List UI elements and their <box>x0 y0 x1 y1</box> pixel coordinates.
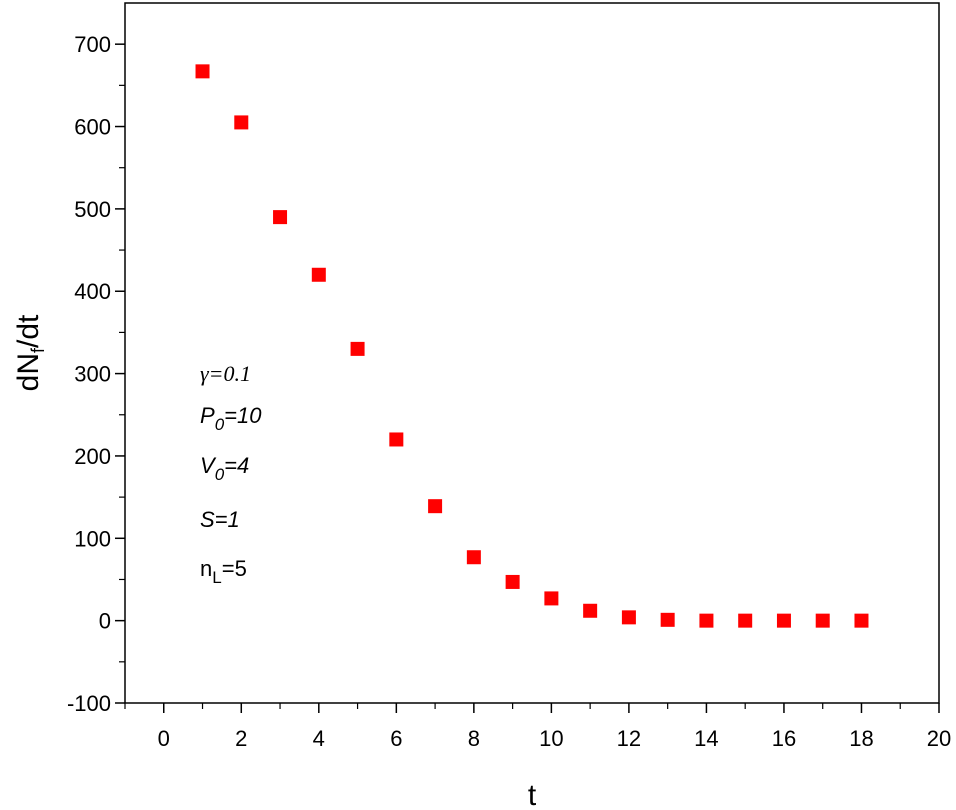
data-point <box>544 591 559 606</box>
y-axis-minor-ticks <box>119 84 125 663</box>
annotation-nl: nL=5 <box>200 556 247 587</box>
data-point <box>776 613 791 628</box>
y-axis-ticks: -100 0 100 200 300 400 500 600 700 <box>67 32 125 716</box>
y-tick-label: -100 <box>67 691 111 716</box>
y-tick-label: 0 <box>99 609 111 634</box>
x-tick-label: 20 <box>927 726 951 751</box>
x-tick-label: 2 <box>235 726 247 751</box>
x-tick-label: 12 <box>617 726 641 751</box>
x-tick-label: 0 <box>158 726 170 751</box>
x-tick-label: 10 <box>539 726 563 751</box>
data-point <box>466 550 481 565</box>
data-point <box>660 612 675 627</box>
x-tick-label: 8 <box>468 726 480 751</box>
y-tick-label: 100 <box>74 526 111 551</box>
x-axis-minor-ticks <box>124 703 901 709</box>
x-axis-ticks: 0 2 4 6 8 10 12 14 16 18 20 <box>158 703 951 751</box>
annotation-gamma: γ=0.1 <box>200 361 251 386</box>
data-point <box>234 115 249 130</box>
x-tick-label: 4 <box>313 726 325 751</box>
data-point <box>428 499 443 514</box>
y-tick-label: 700 <box>74 32 111 57</box>
data-point <box>815 613 830 628</box>
annotation-p0: P0=10 <box>200 403 262 434</box>
x-tick-label: 16 <box>772 726 796 751</box>
y-axis-title-suffix: /dt <box>12 314 45 348</box>
annotation-v0: V0=4 <box>200 453 249 484</box>
x-tick-label: 6 <box>390 726 402 751</box>
data-point <box>738 613 753 628</box>
y-tick-label: 600 <box>74 115 111 140</box>
x-tick-label: 18 <box>849 726 873 751</box>
data-point <box>311 267 326 282</box>
data-point <box>350 341 365 356</box>
data-point <box>854 613 869 628</box>
x-tick-label: 14 <box>694 726 718 751</box>
y-tick-label: 400 <box>74 279 111 304</box>
data-point <box>195 64 210 79</box>
y-axis-title-sub: f <box>28 347 48 353</box>
data-series <box>195 64 869 628</box>
y-tick-label: 200 <box>74 444 111 469</box>
annotation-s: S=1 <box>200 507 240 532</box>
y-axis-title-main: dN <box>12 353 45 391</box>
data-point <box>699 613 714 628</box>
y-tick-label: 300 <box>74 362 111 387</box>
data-point <box>273 210 288 225</box>
data-point <box>389 432 404 447</box>
data-point <box>505 574 520 589</box>
x-axis-title: t <box>528 779 537 810</box>
plot-frame <box>124 2 940 704</box>
data-point <box>583 603 598 618</box>
data-point <box>621 610 636 625</box>
y-tick-label: 500 <box>74 197 111 222</box>
y-axis-title: dNf/dt <box>12 314 48 391</box>
